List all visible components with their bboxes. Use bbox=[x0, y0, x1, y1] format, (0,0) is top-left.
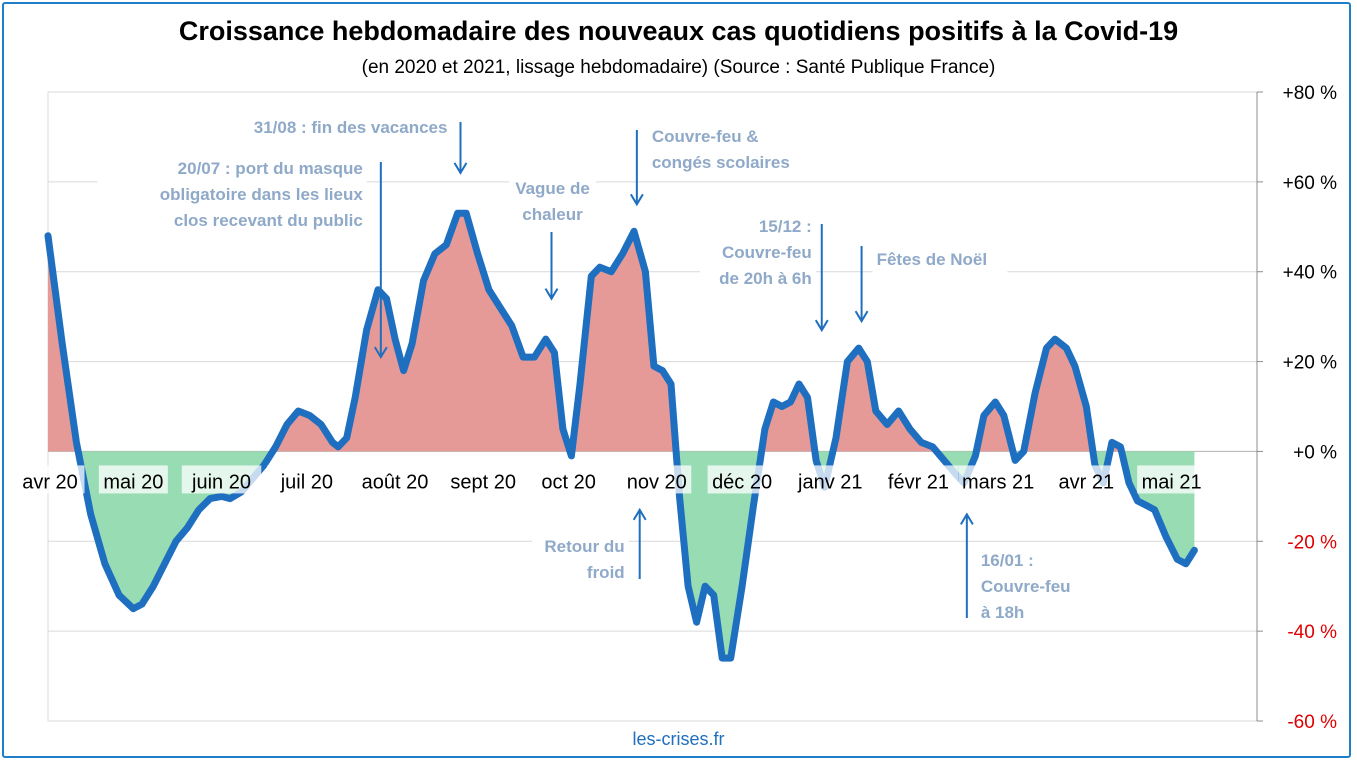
annotation: Vague de chaleur bbox=[509, 174, 596, 301]
annotation: 20/07 : port du masque obligatoire dans l… bbox=[97, 154, 388, 360]
y-tick-label: -20 % bbox=[1287, 532, 1337, 553]
annotation: Fêtes de Noël bbox=[854, 245, 1008, 324]
x-tick-label: janv 21 bbox=[797, 471, 863, 493]
annotation-text: Fêtes de Noël bbox=[877, 250, 988, 269]
x-tick-label: juil 20 bbox=[280, 471, 333, 493]
y-tick-label: -60 % bbox=[1287, 712, 1337, 733]
x-tick-bg bbox=[181, 465, 262, 494]
positive-area bbox=[1023, 339, 1093, 452]
x-tick-label: avr 20 bbox=[22, 471, 78, 493]
positive-area bbox=[761, 384, 815, 452]
annotation: Couvre-feu & congés scolaires bbox=[629, 122, 812, 207]
x-tick-label: juin 20 bbox=[191, 471, 251, 493]
annotation-text: Vague de bbox=[515, 179, 590, 198]
y-tick-label: +20 % bbox=[1283, 353, 1338, 374]
footer-source: les-crises.fr bbox=[632, 729, 725, 749]
annotation-bg bbox=[976, 546, 1083, 630]
x-tick-label: mars 21 bbox=[962, 471, 1034, 493]
x-tick-bg bbox=[790, 465, 871, 494]
x-tick-label: août 20 bbox=[362, 471, 429, 493]
arrow-head bbox=[544, 288, 559, 301]
annotation-text: congés scolaires bbox=[652, 153, 790, 172]
x-tick-bg bbox=[267, 465, 347, 494]
x-tick-bg bbox=[707, 465, 777, 494]
annotation-text: froid bbox=[587, 563, 625, 582]
annotation: Retour du froid bbox=[532, 507, 647, 590]
x-tick-bg bbox=[15, 465, 85, 494]
annotation-bg bbox=[97, 154, 367, 238]
x-tick-label: mai 21 bbox=[1142, 471, 1202, 493]
arrow-head bbox=[959, 512, 974, 525]
chart-title: Croissance hebdomadaire des nouveaux cas… bbox=[178, 16, 1179, 46]
arrow-head bbox=[632, 507, 647, 521]
annotation-text: 15/12 : bbox=[759, 217, 812, 236]
positive-area bbox=[48, 235, 79, 452]
annotation-bg bbox=[872, 245, 1008, 277]
annotation-bg bbox=[647, 122, 812, 180]
annotation-text: à 18h bbox=[981, 603, 1024, 622]
x-tick-bg bbox=[443, 465, 523, 494]
positive-area bbox=[272, 213, 570, 452]
annotation-text: Couvre-feu bbox=[722, 243, 812, 262]
annotation: 31/08 : fin des vacances bbox=[211, 113, 468, 175]
y-tick-label: +0 % bbox=[1293, 442, 1337, 463]
arrow-head bbox=[629, 193, 644, 207]
y-tick-label: +60 % bbox=[1283, 173, 1338, 194]
x-tick-bg bbox=[1051, 465, 1121, 494]
x-tick-bg bbox=[622, 465, 692, 494]
x-tick-bg bbox=[878, 465, 959, 494]
x-tick-bg bbox=[98, 465, 168, 494]
annotation: 15/12 : Couvre-feu de 20h à 6h bbox=[700, 212, 829, 333]
annotation-bg bbox=[211, 113, 452, 145]
annotation-text: obligatoire dans les lieux bbox=[160, 185, 364, 204]
positive-area bbox=[832, 348, 937, 452]
annotation-bg bbox=[532, 532, 629, 590]
annotation-text: de 20h à 6h bbox=[719, 269, 812, 288]
x-tick-label: oct 20 bbox=[541, 471, 595, 493]
x-tick-label: déc 20 bbox=[712, 471, 772, 493]
annotation-text: Couvre-feu bbox=[981, 577, 1071, 596]
chart-subtitle: (en 2020 et 2021, lissage hebdomadaire) … bbox=[361, 57, 996, 78]
arrow-head bbox=[373, 346, 388, 360]
x-tick-label: nov 20 bbox=[627, 471, 687, 493]
x-tick-label: sept 20 bbox=[450, 471, 516, 493]
x-tick-label: févr 21 bbox=[888, 471, 949, 493]
annotation-text: clos recevant du public bbox=[174, 211, 363, 230]
arrow-head bbox=[854, 310, 869, 324]
annotation-text: Retour du bbox=[544, 537, 624, 556]
x-tick-bg bbox=[355, 465, 435, 494]
y-tick-label: -40 % bbox=[1287, 622, 1337, 643]
x-tick-bg bbox=[1137, 465, 1207, 494]
positive-area bbox=[572, 231, 677, 452]
arrow-head bbox=[814, 319, 829, 333]
annotation-text: 20/07 : port du masque bbox=[178, 159, 363, 178]
series-line-group bbox=[44, 209, 1198, 662]
annotation-text: 31/08 : fin des vacances bbox=[254, 118, 448, 137]
y-tick-label: +40 % bbox=[1283, 263, 1338, 284]
x-tick-bg bbox=[534, 465, 604, 494]
axes: +80 % +60 % +40 % +20 % +0 % -20 % -40 % -60 % a… bbox=[15, 83, 1338, 733]
annotation: 16/01 : Couvre-feu à 18h bbox=[959, 512, 1083, 630]
x-tick-bg bbox=[958, 465, 1038, 494]
x-tick-label: avr 21 bbox=[1059, 471, 1115, 493]
annotation-bg bbox=[509, 174, 596, 232]
x-tick-label: mai 20 bbox=[103, 471, 163, 493]
annotations: 20/07 : port du masque obligatoire dans l… bbox=[97, 113, 1083, 630]
y-tick-label: +80 % bbox=[1283, 83, 1338, 104]
series-line bbox=[44, 209, 1198, 662]
arrow-head bbox=[453, 162, 468, 175]
annotation-bg bbox=[700, 212, 816, 296]
annotation-text: Couvre-feu & bbox=[652, 127, 759, 146]
annotation-text: 16/01 : bbox=[981, 551, 1034, 570]
annotation-text: chaleur bbox=[522, 205, 583, 224]
